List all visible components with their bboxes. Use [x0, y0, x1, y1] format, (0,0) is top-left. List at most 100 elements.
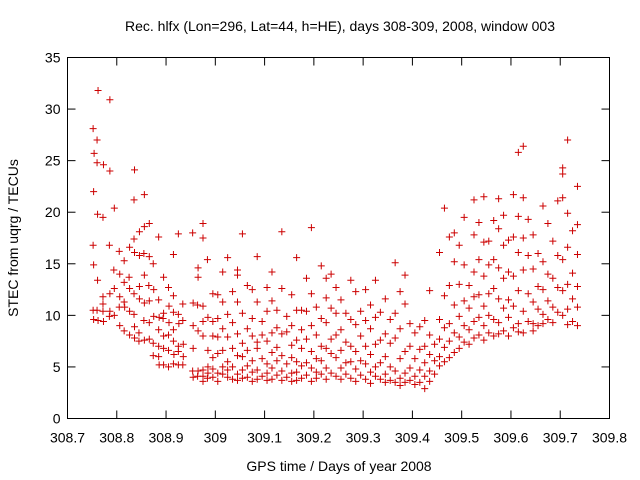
data-point [391, 367, 399, 375]
data-point [150, 286, 158, 294]
data-point [322, 319, 330, 327]
data-point [475, 291, 483, 299]
data-point [347, 342, 355, 350]
data-point [165, 319, 173, 327]
data-point [120, 278, 128, 286]
data-point [165, 284, 173, 292]
data-point [504, 296, 512, 304]
data-point [569, 318, 577, 326]
data-point [421, 317, 429, 325]
data-point [500, 211, 508, 219]
y-tick-label: 35 [45, 50, 61, 66]
data-point [529, 320, 537, 328]
data-point [263, 360, 271, 368]
data-point [327, 369, 335, 377]
data-point [426, 367, 434, 375]
data-point [470, 231, 478, 239]
data-point [381, 353, 389, 361]
data-point [485, 311, 493, 319]
data-point [283, 312, 291, 320]
data-point [219, 370, 227, 378]
data-point [371, 276, 379, 284]
data-point [116, 293, 124, 301]
data-point [293, 336, 301, 344]
data-point [381, 370, 389, 378]
data-point [460, 338, 468, 346]
data-point [253, 253, 261, 261]
data-point [519, 307, 527, 315]
data-point [352, 377, 360, 385]
data-point [90, 315, 98, 323]
data-point [509, 191, 517, 199]
data-point [381, 295, 389, 303]
data-point [504, 236, 512, 244]
data-point [396, 374, 404, 382]
data-point [273, 343, 281, 351]
data-point [362, 342, 370, 350]
y-tick-label: 15 [45, 256, 61, 272]
data-point [539, 258, 547, 266]
data-point [573, 182, 581, 190]
data-point [189, 229, 197, 237]
data-point [544, 220, 552, 228]
data-point [519, 194, 527, 202]
data-point [411, 329, 419, 337]
data-point [199, 220, 207, 228]
data-point [194, 301, 202, 309]
data-point [445, 281, 453, 289]
data-point [189, 322, 197, 330]
data-point [495, 264, 503, 272]
data-point [519, 234, 527, 242]
data-point [233, 376, 241, 384]
data-point [233, 370, 241, 378]
data-point [529, 265, 537, 273]
data-point [165, 331, 173, 339]
data-point [105, 241, 113, 249]
data-point [534, 282, 542, 290]
data-point [115, 247, 123, 255]
data-point [90, 188, 98, 196]
data-point [421, 359, 429, 367]
data-point [302, 307, 310, 315]
data-point [514, 328, 522, 336]
data-point [564, 280, 572, 288]
data-point [396, 325, 404, 333]
data-point [460, 297, 468, 305]
data-point [126, 307, 134, 315]
data-point [243, 362, 251, 370]
data-point [169, 292, 177, 300]
data-point [416, 345, 424, 353]
data-point [145, 319, 153, 327]
data-point [342, 359, 350, 367]
data-point [159, 314, 167, 322]
data-point [130, 310, 138, 318]
data-point [121, 303, 129, 311]
data-point [135, 295, 143, 303]
data-point [347, 315, 355, 323]
x-tick-label: 309.2 [296, 430, 331, 446]
data-point [317, 262, 325, 270]
data-point [140, 336, 148, 344]
data-point [362, 317, 370, 325]
data-point [278, 376, 286, 384]
data-point [411, 380, 419, 388]
data-point [89, 125, 97, 133]
data-point [495, 195, 503, 203]
data-point [391, 309, 399, 317]
data-point [263, 307, 271, 315]
data-point [317, 370, 325, 378]
data-point [495, 319, 503, 327]
data-point [298, 374, 306, 382]
data-point [131, 166, 139, 174]
data-point [376, 359, 384, 367]
data-point [93, 136, 101, 144]
data-point [179, 340, 187, 348]
data-point [229, 344, 237, 352]
data-point [219, 268, 227, 276]
data-point [253, 366, 261, 374]
data-point [140, 249, 148, 257]
data-points [89, 87, 581, 393]
data-point [189, 373, 197, 381]
data-point [116, 270, 124, 278]
data-point [131, 248, 139, 256]
